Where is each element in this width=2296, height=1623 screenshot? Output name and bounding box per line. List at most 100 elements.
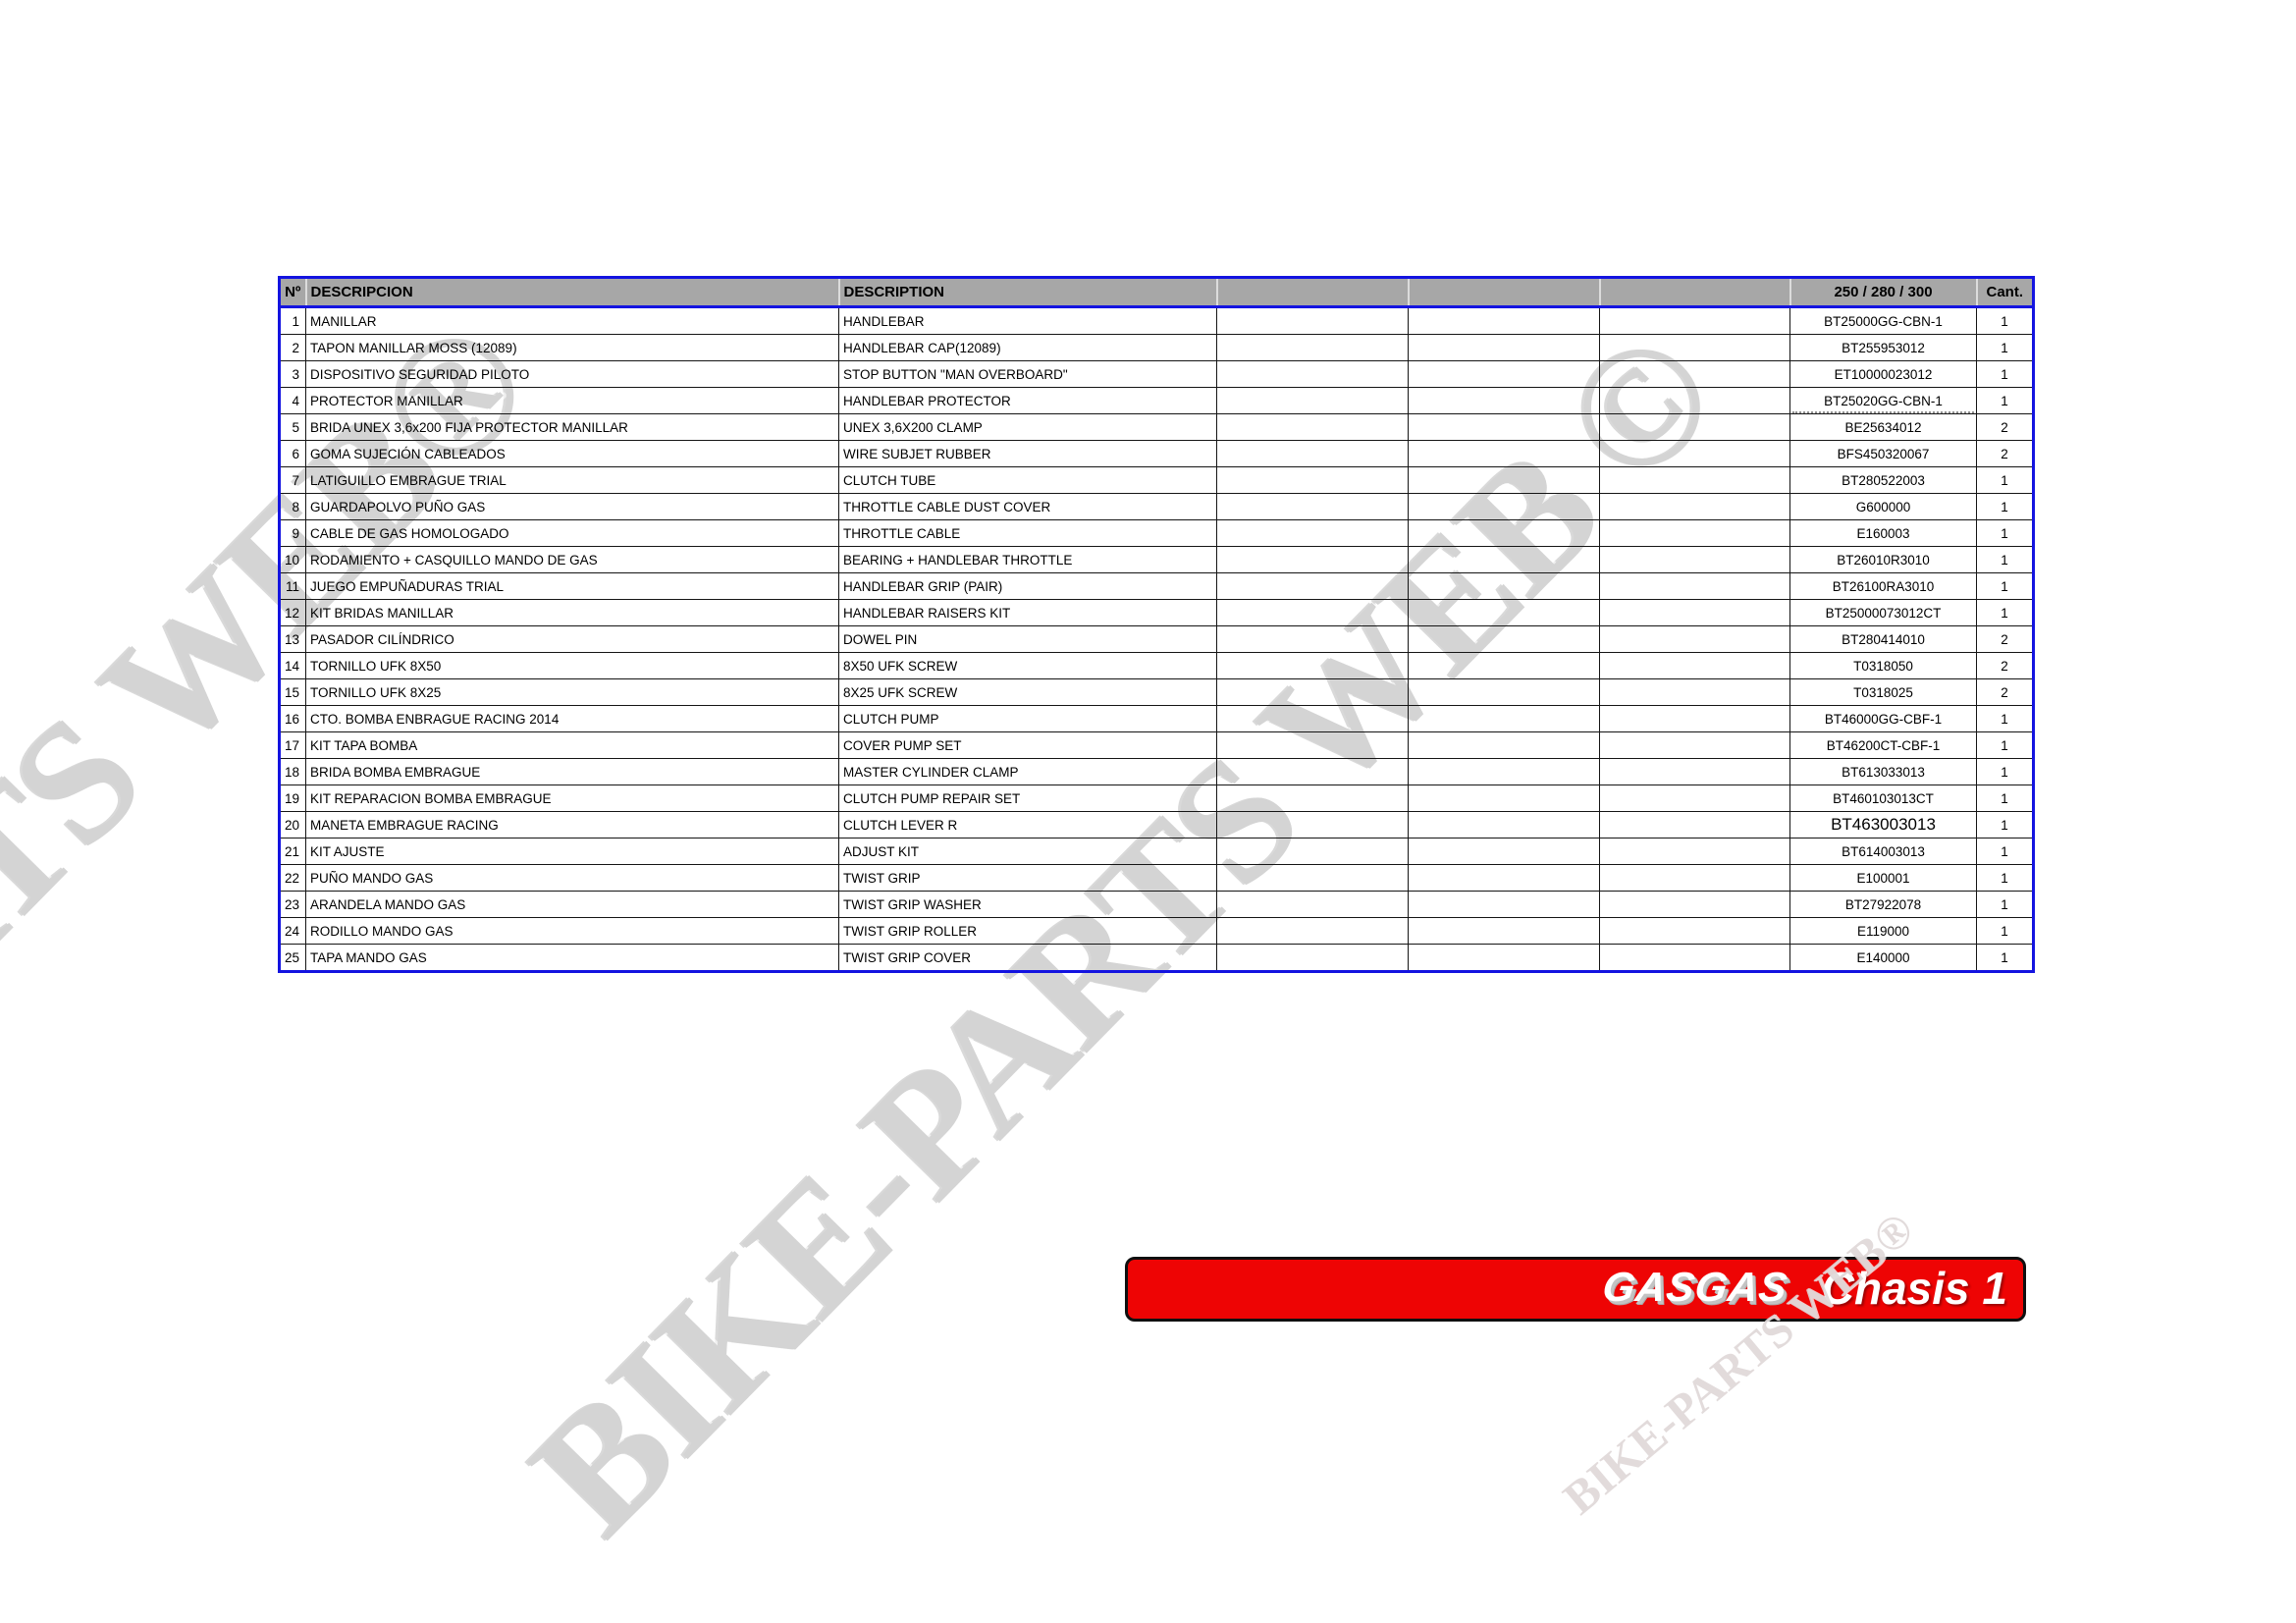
table-row: 20 MANETA EMBRAGUE RACING CLUTCH LEVER R… [279, 811, 2034, 839]
cell-empty-1 [1216, 705, 1409, 732]
table-row: 2 TAPON MANILLAR MOSS (12089) HANDLEBAR … [279, 334, 2034, 361]
cell-reference: BT280522003 [1789, 466, 1977, 494]
cell-descripcion-es: JUEGO EMPUÑADURAS TRIAL [305, 572, 839, 600]
cell-description-en: CLUTCH PUMP REPAIR SET [838, 784, 1217, 812]
cell-reference: BT25000073012CT [1789, 599, 1977, 626]
cell-description-en: TWIST GRIP [838, 864, 1217, 892]
cell-part-number: 6 [279, 440, 306, 467]
cell-empty-1 [1216, 944, 1409, 972]
table-row: 1 MANILLAR HANDLEBAR BT25000GG-CBN-1 1 [279, 306, 2034, 335]
cell-empty-2 [1408, 466, 1600, 494]
cell-empty-1 [1216, 838, 1409, 865]
cell-quantity: 1 [1976, 546, 2034, 573]
cell-descripcion-es: BRIDA UNEX 3,6x200 FIJA PROTECTOR MANILL… [305, 413, 839, 441]
cell-reference: E119000 [1789, 917, 1977, 945]
table-row: 17 KIT TAPA BOMBA COVER PUMP SET BT46200… [279, 731, 2034, 759]
header-quantity: Cant. [1975, 277, 2034, 308]
header-empty-2 [1407, 277, 1600, 308]
cell-description-en: 8X25 UFK SCREW [838, 678, 1217, 706]
cell-quantity: 1 [1976, 864, 2034, 892]
cell-reference: G600000 [1789, 493, 1977, 520]
table-row: 7 LATIGUILLO EMBRAGUE TRIAL CLUTCH TUBE … [279, 466, 2034, 494]
cell-empty-1 [1216, 572, 1409, 600]
cell-reference: E100001 [1789, 864, 1977, 892]
cell-empty-3 [1599, 466, 1790, 494]
table-row: 21 KIT AJUSTE ADJUST KIT BT614003013 1 [279, 838, 2034, 865]
cell-empty-2 [1408, 493, 1600, 520]
cell-empty-1 [1216, 466, 1409, 494]
cell-part-number: 4 [279, 387, 306, 414]
watermark-bottom-right: BIKE-PARTS WEB® [1553, 1202, 1924, 1525]
header-empty-1 [1215, 277, 1409, 308]
cell-quantity: 1 [1976, 466, 2034, 494]
cell-descripcion-es: KIT AJUSTE [305, 838, 839, 865]
cell-part-number: 1 [279, 306, 306, 335]
cell-part-number: 13 [279, 625, 306, 653]
cell-description-en: HANDLEBAR RAISERS KIT [838, 599, 1217, 626]
cell-part-number: 7 [279, 466, 306, 494]
table-row: 25 TAPA MANDO GAS TWIST GRIP COVER E1400… [279, 944, 2034, 972]
cell-empty-3 [1599, 306, 1790, 335]
table-row: 6 GOMA SUJECIÓN CABLEADOS WIRE SUBJET RU… [279, 440, 2034, 467]
cell-quantity: 1 [1976, 838, 2034, 865]
cell-part-number: 8 [279, 493, 306, 520]
cell-empty-2 [1408, 599, 1600, 626]
cell-descripcion-es: MANILLAR [305, 306, 839, 335]
cell-descripcion-es: ARANDELA MANDO GAS [305, 891, 839, 918]
cell-empty-3 [1599, 678, 1790, 706]
cell-quantity: 1 [1976, 944, 2034, 972]
cell-descripcion-es: PUÑO MANDO GAS [305, 864, 839, 892]
cell-empty-3 [1599, 625, 1790, 653]
cell-empty-2 [1408, 572, 1600, 600]
cell-empty-2 [1408, 917, 1600, 945]
cell-description-en: CLUTCH TUBE [838, 466, 1217, 494]
cell-empty-1 [1216, 440, 1409, 467]
cell-reference: BT46200CT-CBF-1 [1789, 731, 1977, 759]
cell-part-number: 11 [279, 572, 306, 600]
cell-reference: BT26010R3010 [1789, 546, 1977, 573]
cell-description-en: STOP BUTTON "MAN OVERBOARD" [838, 360, 1217, 388]
cell-quantity: 1 [1976, 572, 2034, 600]
cell-part-number: 12 [279, 599, 306, 626]
cell-empty-3 [1599, 944, 1790, 972]
cell-empty-1 [1216, 784, 1409, 812]
cell-descripcion-es: TAPA MANDO GAS [305, 944, 839, 972]
cell-quantity: 1 [1976, 599, 2034, 626]
table-row: 5 BRIDA UNEX 3,6x200 FIJA PROTECTOR MANI… [279, 413, 2034, 441]
cell-descripcion-es: DISPOSITIVO SEGURIDAD PILOTO [305, 360, 839, 388]
cell-descripcion-es: TAPON MANILLAR MOSS (12089) [305, 334, 839, 361]
cell-empty-3 [1599, 784, 1790, 812]
cell-empty-1 [1216, 334, 1409, 361]
cell-empty-3 [1599, 705, 1790, 732]
header-model-250-280-300: 250 / 280 / 300 [1789, 277, 1977, 308]
cell-empty-3 [1599, 360, 1790, 388]
cell-reference: BFS450320067 [1789, 440, 1977, 467]
cell-description-en: HANDLEBAR PROTECTOR [838, 387, 1217, 414]
cell-empty-2 [1408, 413, 1600, 441]
cell-descripcion-es: PASADOR CILÍNDRICO [305, 625, 839, 653]
cell-reference: BT463003013 [1789, 811, 1977, 839]
cell-part-number: 16 [279, 705, 306, 732]
table-row: 9 CABLE DE GAS HOMOLOGADO THROTTLE CABLE… [279, 519, 2034, 547]
gasgas-logo: GASGAS [1599, 1264, 1791, 1311]
cell-empty-3 [1599, 387, 1790, 414]
cell-reference: BT255953012 [1789, 334, 1977, 361]
table-row: 11 JUEGO EMPUÑADURAS TRIAL HANDLEBAR GRI… [279, 572, 2034, 600]
cell-reference: E140000 [1789, 944, 1977, 972]
parts-table-body: 1 MANILLAR HANDLEBAR BT25000GG-CBN-1 1 2… [279, 306, 2034, 972]
cell-empty-3 [1599, 413, 1790, 441]
cell-empty-2 [1408, 334, 1600, 361]
cell-part-number: 17 [279, 731, 306, 759]
header-num: Nº [279, 277, 306, 308]
cell-empty-2 [1408, 519, 1600, 547]
cell-part-number: 5 [279, 413, 306, 441]
cell-empty-2 [1408, 360, 1600, 388]
cell-quantity: 2 [1976, 413, 2034, 441]
cell-description-en: ADJUST KIT [838, 838, 1217, 865]
cell-part-number: 25 [279, 944, 306, 972]
cell-quantity: 2 [1976, 678, 2034, 706]
cell-empty-1 [1216, 811, 1409, 839]
cell-empty-1 [1216, 306, 1409, 335]
header-description: DESCRIPTION [837, 277, 1217, 308]
